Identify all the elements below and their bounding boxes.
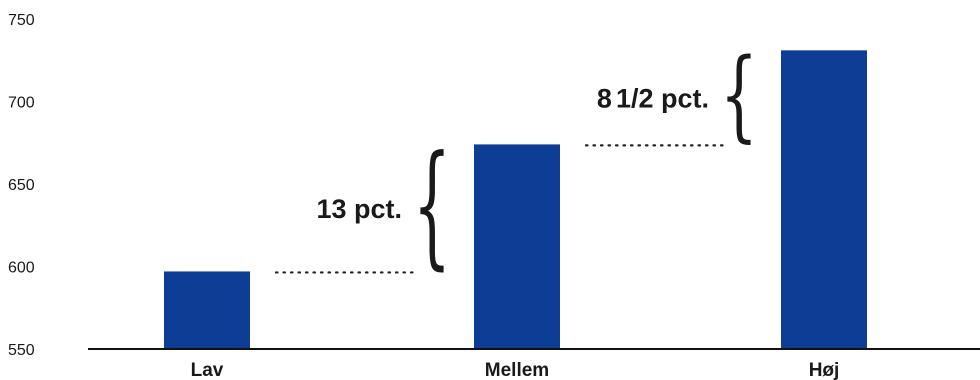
x-category-label: Høj xyxy=(809,360,840,380)
x-category-label: Mellem xyxy=(485,360,549,380)
x-axis-category-labels: Lav Mellem Høj xyxy=(191,360,840,380)
annotation-1: {13 pct. xyxy=(274,128,451,283)
curly-brace-icon: { xyxy=(413,128,451,283)
annotation-label: 8 1/2 pct. xyxy=(597,83,709,113)
y-tick-label: 550 xyxy=(8,342,35,359)
annotation-label: 13 pct. xyxy=(316,194,402,224)
annotation-2: {8 1/2 pct. xyxy=(584,38,758,153)
bar-lav xyxy=(164,271,250,349)
x-category-label: Lav xyxy=(191,360,224,380)
y-tick-label: 600 xyxy=(8,260,35,277)
y-tick-label: 700 xyxy=(8,95,35,112)
bars xyxy=(164,50,867,349)
y-tick-label: 750 xyxy=(8,12,35,29)
bar-mellem xyxy=(474,144,560,349)
bar-h-j xyxy=(781,50,867,349)
curly-brace-icon: { xyxy=(720,38,758,153)
y-axis-ticks: 550 600 650 700 750 xyxy=(8,12,35,359)
difference-annotations: {13 pct.{8 1/2 pct. xyxy=(274,38,758,283)
y-tick-label: 650 xyxy=(8,177,35,194)
